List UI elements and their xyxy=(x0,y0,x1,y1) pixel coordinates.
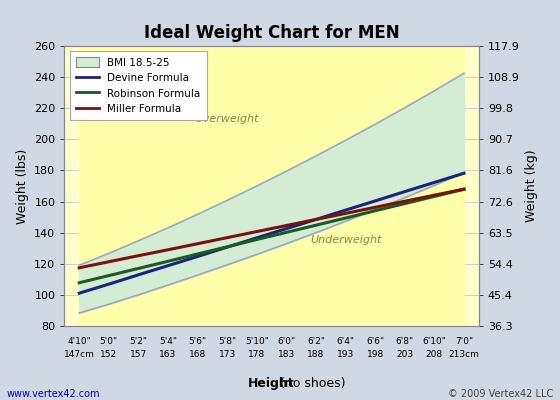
Text: © 2009 Vertex42 LLC: © 2009 Vertex42 LLC xyxy=(448,389,553,399)
Text: Underweight: Underweight xyxy=(310,236,381,246)
Text: 178: 178 xyxy=(248,350,265,359)
Text: 152: 152 xyxy=(100,350,118,359)
Text: (no shoes): (no shoes) xyxy=(276,377,346,390)
Y-axis label: Weight (kg): Weight (kg) xyxy=(525,150,538,222)
Text: 6'6": 6'6" xyxy=(366,337,384,346)
Text: 6'0": 6'0" xyxy=(277,337,296,346)
Text: 208: 208 xyxy=(426,350,443,359)
Text: 5'2": 5'2" xyxy=(129,337,147,346)
Text: 7'0": 7'0" xyxy=(455,337,473,346)
Title: Ideal Weight Chart for MEN: Ideal Weight Chart for MEN xyxy=(144,24,399,42)
Y-axis label: Weight (lbs): Weight (lbs) xyxy=(16,148,29,224)
Text: 6'8": 6'8" xyxy=(396,337,414,346)
Text: 6'2": 6'2" xyxy=(307,337,325,346)
Text: 168: 168 xyxy=(189,350,206,359)
Legend: BMI 18.5-25, Devine Formula, Robinson Formula, Miller Formula: BMI 18.5-25, Devine Formula, Robinson Fo… xyxy=(69,51,207,120)
Text: 5'4": 5'4" xyxy=(159,337,177,346)
Text: 5'8": 5'8" xyxy=(218,337,236,346)
Text: 183: 183 xyxy=(278,350,295,359)
Text: 193: 193 xyxy=(337,350,354,359)
Text: 157: 157 xyxy=(130,350,147,359)
Text: Overweight: Overweight xyxy=(195,114,259,124)
Text: 173: 173 xyxy=(218,350,236,359)
Text: 147cm: 147cm xyxy=(64,350,95,359)
Text: 4'10": 4'10" xyxy=(67,337,91,346)
Text: 198: 198 xyxy=(367,350,384,359)
Text: 163: 163 xyxy=(160,350,176,359)
Text: 188: 188 xyxy=(307,350,325,359)
Text: 6'4": 6'4" xyxy=(337,337,354,346)
Text: 5'0": 5'0" xyxy=(100,337,118,346)
Text: 5'10": 5'10" xyxy=(245,337,269,346)
Text: Height: Height xyxy=(248,377,295,390)
Text: www.vertex42.com: www.vertex42.com xyxy=(7,389,100,399)
Text: 6'10": 6'10" xyxy=(422,337,446,346)
Text: 203: 203 xyxy=(396,350,413,359)
Text: 213cm: 213cm xyxy=(449,350,479,359)
Text: 5'6": 5'6" xyxy=(189,337,207,346)
